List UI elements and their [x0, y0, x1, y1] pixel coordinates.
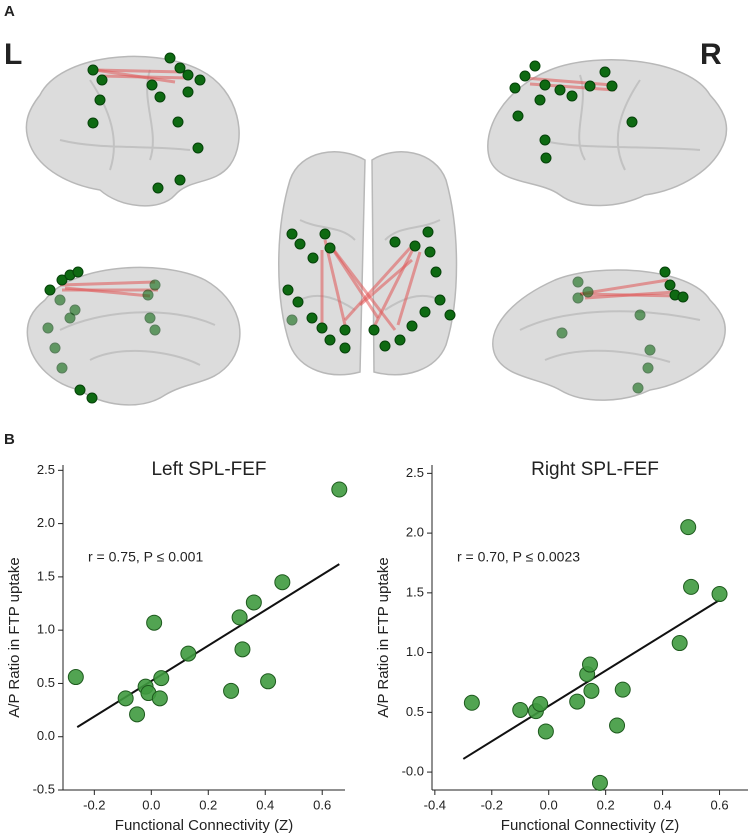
x-axis-label: Functional Connectivity (Z)	[115, 817, 293, 834]
y-tick-label: 1.5	[37, 568, 55, 583]
data-point	[117, 690, 134, 707]
y-axis-label: A/P Ratio in FTP uptake	[6, 557, 23, 717]
brain-left-lateral	[25, 52, 240, 207]
y-tick-label: -0.5	[33, 781, 55, 796]
x-tick-label: 0.6	[710, 797, 728, 812]
x-tick-label: 0.0	[142, 797, 160, 812]
data-point	[180, 645, 197, 662]
data-point	[223, 682, 240, 699]
data-point	[274, 574, 291, 591]
x-tick-label: -0.2	[83, 797, 105, 812]
x-axis-label: Functional Connectivity (Z)	[501, 817, 679, 834]
y-tick-label: 2.0	[37, 515, 55, 530]
x-tick-label: 0.4	[654, 797, 672, 812]
hemisphere-label: R	[700, 38, 722, 71]
data-point	[234, 641, 251, 658]
y-tick-label: 2.5	[37, 462, 55, 477]
data-point	[582, 656, 598, 673]
data-point	[463, 694, 480, 711]
brain-left-medial	[26, 266, 241, 406]
y-tick-label: 1.0	[37, 622, 55, 637]
data-point	[683, 578, 700, 595]
x-tick-label: 0.2	[199, 797, 217, 812]
data-point	[67, 669, 84, 686]
panel-label: A	[4, 3, 15, 20]
data-point	[153, 670, 170, 687]
data-point	[231, 609, 248, 626]
data-point	[151, 690, 168, 707]
regression-line	[76, 563, 340, 728]
stat-annotation: r = 0.75, P ≤ 0.001	[88, 549, 203, 565]
y-tick-label: 2.0	[406, 525, 424, 540]
data-point	[680, 519, 697, 536]
chart-title: Left SPL-FEF	[151, 459, 266, 480]
y-axis-label: A/P Ratio in FTP uptake	[375, 557, 392, 717]
hemisphere-label: L	[4, 38, 22, 71]
data-point	[711, 586, 728, 603]
y-tick-label: 1.0	[406, 644, 424, 659]
data-point	[245, 594, 262, 611]
chart-title: Right SPL-FEF	[531, 459, 659, 480]
data-point	[512, 701, 529, 718]
y-tick-label: 2.5	[406, 465, 424, 480]
data-point	[609, 717, 626, 734]
x-tick-label: 0.0	[540, 797, 558, 812]
x-tick-label: 0.2	[597, 797, 615, 812]
x-tick-label: -0.2	[481, 797, 503, 812]
y-tick-label: 0.5	[406, 704, 424, 719]
x-tick-label: 0.4	[256, 797, 274, 812]
data-point	[331, 481, 348, 498]
y-tick-label: 0.5	[37, 675, 55, 690]
data-point	[260, 673, 277, 690]
data-point	[129, 706, 146, 723]
data-point	[146, 614, 163, 631]
x-tick-label: 0.6	[313, 797, 331, 812]
data-point	[569, 693, 586, 710]
brain-right-lateral	[487, 59, 728, 207]
data-point	[671, 635, 688, 652]
data-point	[532, 695, 549, 712]
brain-right-medial	[492, 266, 726, 401]
data-point	[614, 681, 631, 698]
data-point	[537, 723, 554, 740]
data-point	[583, 682, 600, 699]
panel-label: B	[4, 431, 15, 448]
y-tick-label: 1.5	[406, 584, 424, 599]
y-tick-label: 0.0	[37, 728, 55, 743]
y-tick-label: -0.0	[402, 764, 424, 779]
brain-axial	[278, 151, 458, 376]
x-tick-label: -0.4	[424, 797, 446, 812]
stat-annotation: r = 0.70, P ≤ 0.0023	[457, 549, 580, 565]
data-point	[591, 774, 608, 791]
